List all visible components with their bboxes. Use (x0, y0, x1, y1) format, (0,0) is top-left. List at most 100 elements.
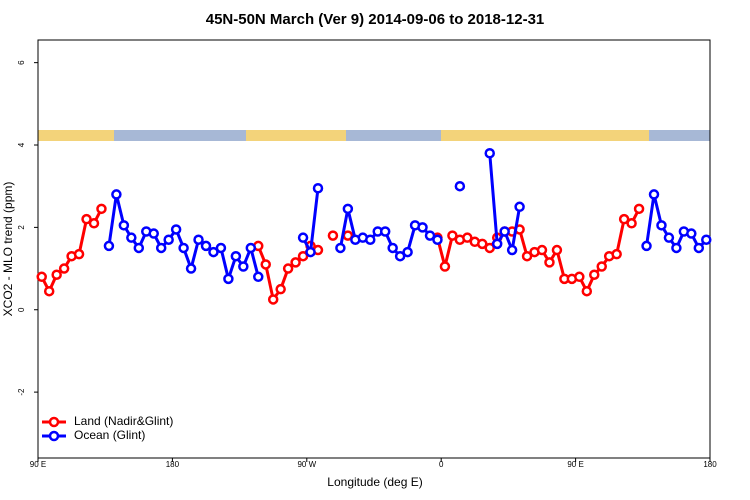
point (462, 232, 473, 243)
point (477, 238, 488, 250)
point (611, 248, 622, 260)
point (626, 218, 637, 229)
point (484, 242, 495, 254)
legend-marker (48, 416, 60, 428)
point (290, 257, 301, 268)
point (88, 218, 100, 229)
point (394, 250, 406, 262)
point (267, 294, 279, 305)
point (484, 148, 495, 159)
point (618, 213, 630, 225)
y-tick-label: 6 (17, 60, 26, 65)
point (342, 203, 354, 215)
point (506, 244, 518, 256)
point (536, 244, 548, 256)
point (118, 220, 130, 231)
point (574, 271, 585, 283)
point (148, 228, 159, 239)
point (312, 183, 324, 194)
point (305, 246, 316, 258)
point (701, 234, 712, 245)
point (260, 259, 271, 270)
x-tick-label: 90 E (567, 460, 583, 469)
point (238, 261, 249, 272)
point (424, 230, 436, 241)
point (454, 180, 466, 192)
point (297, 232, 309, 243)
point (439, 261, 451, 272)
point (365, 234, 376, 245)
point (111, 189, 122, 200)
point (223, 273, 234, 285)
point (155, 242, 167, 254)
point (81, 213, 92, 225)
x-axis-label: Longitude (deg E) (327, 475, 422, 489)
point (633, 203, 645, 215)
chart-title: 45N-50N March (Ver 9) 2014-09-06 to 2018… (206, 11, 545, 28)
point (297, 250, 309, 262)
point (514, 201, 525, 213)
point (200, 240, 212, 252)
point (193, 234, 204, 245)
point (663, 232, 675, 243)
plot-frame (37, 39, 711, 459)
point (51, 269, 62, 280)
legend-marker (48, 430, 60, 442)
point (58, 263, 70, 274)
point (245, 242, 257, 254)
point (544, 257, 555, 268)
point (521, 250, 533, 262)
point (126, 232, 137, 243)
point (671, 242, 682, 254)
legend-label: Land (Nadir&Glint) (74, 414, 173, 428)
point (447, 230, 458, 241)
point (36, 271, 47, 283)
point (327, 230, 339, 241)
point (253, 271, 264, 283)
point (432, 234, 443, 245)
legend-label: Ocean (Glint) (74, 428, 145, 442)
map-strip (38, 130, 710, 141)
point (379, 226, 391, 237)
point (499, 226, 510, 237)
point (589, 269, 600, 280)
point (215, 242, 227, 254)
point (43, 285, 55, 297)
point (103, 240, 115, 252)
x-tick-label: 90 W (297, 460, 316, 469)
series-line (301, 188, 320, 258)
point (185, 263, 197, 274)
point (170, 224, 182, 235)
point (402, 246, 413, 258)
point (596, 261, 607, 272)
point (163, 234, 174, 245)
point (73, 248, 85, 260)
x-tick-label: 180 (703, 460, 717, 469)
y-tick-label: 4 (17, 142, 26, 147)
point (387, 242, 398, 254)
point (648, 189, 660, 200)
point (133, 242, 145, 254)
y-tick-label: 2 (17, 225, 26, 230)
point (551, 244, 563, 256)
y-tick-label: 0 (17, 307, 26, 312)
point (335, 242, 346, 254)
y-tick-label: -2 (17, 388, 26, 396)
point (686, 228, 697, 239)
y-axis-label: XCO2 - MLO trend (ppm) (1, 182, 15, 317)
point (693, 242, 705, 254)
point (208, 246, 219, 258)
point (282, 263, 294, 274)
point (581, 285, 593, 297)
point (656, 220, 667, 231)
point (491, 238, 503, 250)
x-tick-label: 0 (439, 460, 444, 469)
point (417, 222, 428, 233)
point (275, 283, 286, 295)
x-tick-label: 90 E (30, 460, 46, 469)
series-line (645, 194, 708, 251)
point (641, 240, 652, 252)
point (96, 203, 107, 215)
x-tick-label: 180 (166, 460, 180, 469)
